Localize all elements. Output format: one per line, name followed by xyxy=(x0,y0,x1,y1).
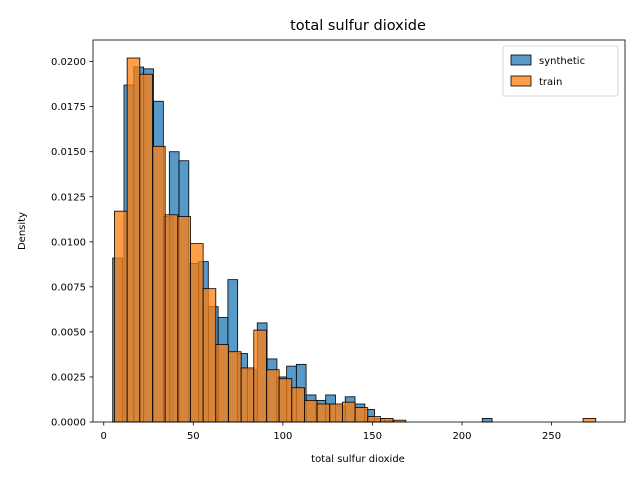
x-tick-label: 150 xyxy=(363,431,382,442)
y-tick-label: 0.0050 xyxy=(51,327,86,338)
histogram-bar xyxy=(190,243,204,423)
axes: 0 50 100 150 200 250 0.0000 0.0025 0.0050 0.0075 0… xyxy=(51,39,626,442)
legend-swatch-synthetic xyxy=(510,54,532,66)
y-tick-label: 0.0075 xyxy=(51,282,86,293)
y-tick-label: 0.0200 xyxy=(51,57,86,68)
histogram-bar xyxy=(215,344,229,423)
histogram-bar xyxy=(367,416,381,423)
legend-label-synthetic: synthetic xyxy=(539,56,585,67)
histogram-bar xyxy=(304,399,318,423)
histogram-bar xyxy=(481,417,493,423)
x-tick-label: 50 xyxy=(187,431,200,442)
x-axis-label: total sulfur dioxide xyxy=(311,454,405,465)
histogram-bar xyxy=(253,329,267,423)
histogram-bar xyxy=(240,367,255,423)
histogram-bar xyxy=(316,403,331,423)
histogram-bar xyxy=(329,403,343,423)
histogram-bar xyxy=(266,369,280,423)
y-tick-label: 0.0150 xyxy=(51,147,86,158)
x-tick-label: 100 xyxy=(273,431,292,442)
y-axis-label: Density xyxy=(17,212,28,250)
histogram-bar xyxy=(278,378,293,423)
legend-swatch-train xyxy=(510,75,532,87)
y-tick-label: 0.0000 xyxy=(51,418,86,429)
histogram-bar xyxy=(342,401,356,423)
histogram-bar xyxy=(202,288,217,423)
y-tick-label: 0.0025 xyxy=(51,372,86,383)
histogram-bar xyxy=(164,214,179,423)
histogram-bar xyxy=(126,57,141,423)
histogram-bar xyxy=(177,216,191,423)
x-tick-label: 250 xyxy=(542,431,561,442)
histogram-bar xyxy=(291,387,305,423)
series-train xyxy=(114,57,597,423)
x-tick-label: 200 xyxy=(452,431,471,442)
histogram-bar xyxy=(152,145,166,423)
histogram-bar xyxy=(139,73,153,423)
legend-label-train: train xyxy=(539,77,562,88)
y-tick-label: 0.0125 xyxy=(51,192,86,203)
histogram-bar xyxy=(354,407,369,423)
histogram-bar xyxy=(380,417,394,423)
histogram-bar xyxy=(114,210,128,423)
histogram-bar xyxy=(582,417,597,423)
plot-frame xyxy=(92,39,626,423)
y-tick-label: 0.0100 xyxy=(51,237,86,248)
legend-box xyxy=(502,45,619,97)
x-tick-label: 0 xyxy=(101,431,107,442)
y-tick-label: 0.0175 xyxy=(51,102,86,113)
legend: synthetic train xyxy=(502,45,619,97)
histogram-bar xyxy=(228,351,242,423)
chart-title: total sulfur dioxide xyxy=(290,18,426,34)
